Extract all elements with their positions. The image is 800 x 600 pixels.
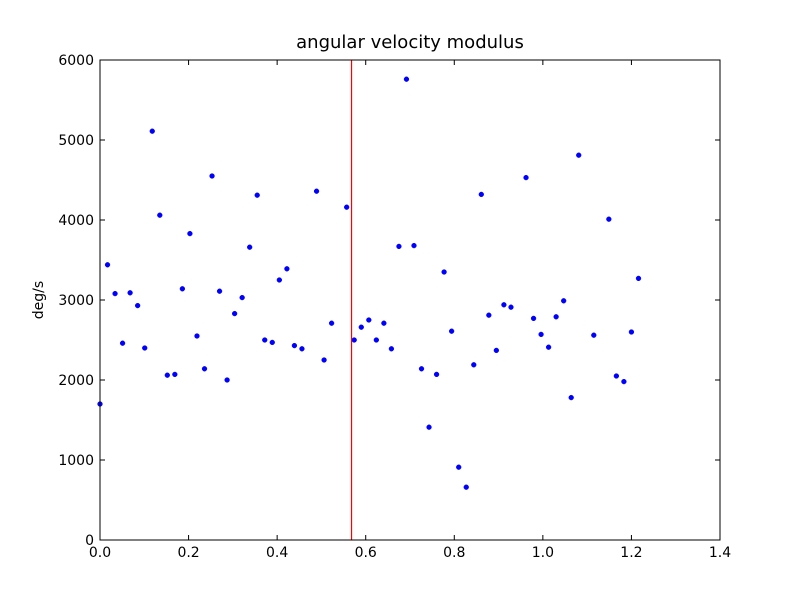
data-point	[291, 342, 298, 349]
data-point	[486, 312, 492, 318]
data-point	[104, 262, 111, 268]
data-point	[254, 192, 260, 198]
chart-title: angular velocity modulus	[296, 32, 524, 53]
data-point	[396, 243, 402, 250]
data-point	[262, 337, 268, 343]
data-point	[545, 344, 552, 350]
data-point	[269, 339, 275, 346]
data-point	[471, 362, 477, 368]
data-point	[568, 394, 574, 401]
data-point	[613, 373, 620, 379]
data-point	[142, 345, 148, 351]
data-point	[441, 269, 447, 275]
x-tick-label: 1.2	[620, 545, 642, 561]
y-tick-label: 2000	[58, 373, 94, 389]
plot-area: 0.0 0.2 0.4 0.6 0.8 1.0 1.2 1.4 0 1000 2000 3000 400…	[58, 53, 731, 561]
data-point	[164, 372, 170, 378]
y-tick-label: 3000	[58, 293, 94, 309]
y-tick-label: 6000	[58, 53, 94, 69]
data-point	[209, 173, 215, 179]
x-tick-label: 0.2	[177, 545, 199, 561]
y-tick-label: 4000	[58, 213, 94, 229]
data-point	[523, 174, 529, 181]
data-point	[194, 333, 200, 339]
data-point	[276, 277, 283, 283]
data-point	[538, 331, 544, 338]
data-point	[635, 275, 642, 282]
data-point	[216, 288, 223, 294]
data-point	[247, 244, 253, 250]
y-tick-label: 5000	[58, 133, 94, 149]
data-point	[284, 266, 290, 272]
data-point	[388, 346, 395, 352]
data-point	[621, 378, 627, 385]
x-tick-label: 0.4	[266, 545, 288, 561]
data-point	[328, 320, 335, 326]
data-point	[112, 290, 118, 297]
data-point	[403, 76, 410, 82]
data-point	[576, 152, 582, 158]
data-point	[628, 329, 635, 335]
data-point	[157, 212, 163, 218]
data-point	[411, 242, 417, 249]
data-point	[351, 337, 357, 343]
data-point	[501, 302, 507, 308]
y-tick-label: 1000	[58, 453, 94, 469]
data-point	[530, 315, 537, 322]
data-point	[478, 191, 484, 198]
data-point	[127, 290, 133, 296]
x-tick-label: 0.0	[89, 545, 111, 561]
data-point	[187, 230, 193, 237]
data-point	[179, 286, 186, 292]
data-point	[366, 317, 372, 323]
data-point	[224, 377, 230, 383]
data-point	[463, 484, 469, 490]
data-point	[561, 298, 567, 304]
data-point	[373, 337, 379, 343]
data-point	[149, 128, 155, 134]
x-tick-label: 0.8	[443, 545, 465, 561]
y-axis-label: deg/s	[31, 281, 47, 319]
data-point	[433, 371, 440, 378]
data-point	[418, 366, 425, 372]
y-tick-label: 0	[85, 533, 94, 549]
data-point	[606, 216, 612, 222]
data-point	[508, 304, 514, 310]
data-point	[344, 204, 350, 210]
data-point	[119, 340, 126, 346]
data-point	[201, 366, 208, 372]
x-tick-label: 0.6	[355, 545, 377, 561]
data-point	[448, 328, 455, 334]
data-point	[172, 371, 178, 378]
data-point	[553, 314, 559, 320]
data-point	[321, 357, 327, 363]
data-point	[231, 310, 238, 317]
data-point	[493, 347, 500, 354]
data-point	[358, 324, 364, 330]
x-tick-label: 1.4	[709, 545, 731, 561]
data-point	[134, 302, 141, 309]
data-point	[239, 294, 245, 301]
x-tick-label: 1.0	[532, 545, 554, 561]
data-point	[456, 464, 462, 470]
data-point	[313, 188, 320, 194]
data-point	[381, 320, 387, 326]
data-point	[591, 332, 597, 338]
data-point	[299, 346, 305, 352]
data-point	[426, 424, 432, 430]
